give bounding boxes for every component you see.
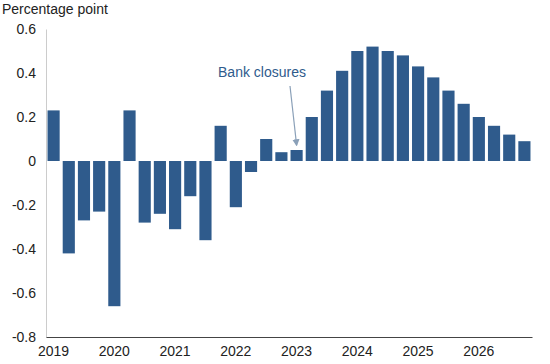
x-tick: 2024 [342,337,373,359]
bar [518,141,530,161]
y-axis-title: Percentage point [2,1,108,17]
bar [184,161,196,196]
y-tick: 0.2 [17,109,46,125]
bar [351,51,363,161]
y-tick-label: 0.2 [17,109,37,125]
bar [336,71,348,161]
x-tick-label: 2019 [38,343,69,359]
y-tick: -0.2 [12,197,46,213]
x-tick-label: 2024 [342,343,373,359]
bar [139,161,151,223]
x-tick-label: 2020 [99,343,130,359]
x-tick: 2026 [463,337,494,359]
bar [123,110,135,161]
bar [427,77,439,161]
y-tick: 0 [28,153,46,169]
y-axis: -0.8 -0.6 -0.4 -0.2 0 0.2 0.4 0.6 [12,21,47,345]
bar [245,161,257,172]
x-tick-label: 2025 [403,343,434,359]
y-tick-label: -0.6 [12,285,36,301]
bar [473,117,485,161]
y-tick-label: -0.2 [12,197,36,213]
x-tick-label: 2023 [281,343,312,359]
y-tick-label: 0.6 [17,21,37,37]
x-tick: 2021 [160,337,191,359]
bar [78,161,90,220]
x-tick: 2019 [38,337,69,359]
bar [63,161,75,253]
x-tick: 2022 [220,337,251,359]
y-axis-line [46,30,47,338]
plot: -0.8-0.6-0.4-0.200.20.40.620192020202120… [12,21,533,359]
bar [275,152,287,161]
bar [260,139,272,161]
x-tick-label: 2022 [220,343,251,359]
bar [321,91,333,161]
bar [93,161,105,212]
bar [412,66,424,161]
y-tick: 0.6 [17,21,46,37]
annotation-arrow [290,86,297,145]
bar [230,161,242,207]
bars [48,47,531,307]
bar [488,126,500,161]
bar [215,126,227,161]
x-tick: 2020 [99,337,130,359]
bar [397,55,409,161]
chart: -0.8-0.6-0.4-0.200.20.40.620192020202120… [0,0,550,364]
bar [169,161,181,229]
bar [366,47,378,161]
y-tick: -0.6 [12,285,46,301]
y-tick-label: 0 [28,153,36,169]
x-axis-line [47,337,533,338]
bar [48,110,60,161]
x-tick-label: 2026 [463,343,494,359]
bar [291,150,303,161]
y-tick: 0.4 [17,65,46,81]
annotation: Bank closures [218,64,306,80]
bar [382,51,394,161]
y-tick: -0.4 [12,241,46,257]
x-tick: 2023 [281,337,312,359]
bar [306,117,318,161]
bar [458,104,470,161]
x-axis: 2019 2020 2021 2022 2023 2024 2025 2026 [38,337,532,359]
bar [108,161,120,306]
x-tick-label: 2021 [160,343,191,359]
bar [503,135,515,161]
bar [442,91,454,161]
y-tick-label: -0.8 [12,329,36,345]
y-tick-label: -0.4 [12,241,36,257]
bar [199,161,211,240]
bar [154,161,166,214]
y-tick-label: 0.4 [17,65,37,81]
x-tick: 2025 [403,337,434,359]
